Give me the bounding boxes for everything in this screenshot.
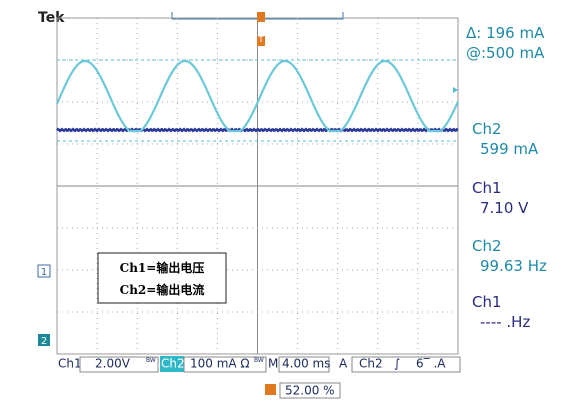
readout: Ch2	[472, 120, 502, 138]
a-label: A	[339, 357, 348, 371]
readout: 99.63 Hz	[480, 257, 547, 275]
legend-box	[97, 252, 227, 304]
brand: Tek	[38, 10, 65, 26]
field-box	[183, 356, 267, 373]
readout: @:500 mA	[466, 44, 545, 62]
trigger-label: T	[258, 35, 264, 44]
ch2-label: Ch2	[161, 357, 185, 371]
legend-entry: Ch2=输出电流	[120, 282, 205, 297]
trigger-marker	[257, 36, 265, 46]
ch2-highlight	[160, 356, 184, 372]
field-box	[278, 356, 330, 373]
readout: 7.10 V	[480, 199, 529, 217]
readout: ---- .Hz	[480, 313, 530, 331]
readout: Ch2	[472, 237, 502, 255]
m-label: M	[268, 357, 278, 371]
trigger-marker	[257, 12, 265, 22]
level-arrow	[453, 87, 458, 93]
ch1-marker	[37, 264, 51, 278]
ch1-trace	[56, 127, 459, 133]
bw-flag: BW	[146, 357, 156, 364]
trigger-icon	[265, 384, 276, 395]
trigger-source: Ch2	[359, 357, 383, 371]
timebase: 4.00 ms	[282, 357, 330, 371]
trigger-position: 52.00 %	[285, 384, 335, 398]
ch2-trace	[55, 59, 460, 133]
ch2-marker-label: 2	[41, 336, 47, 347]
bw-flag: BW	[254, 357, 264, 364]
ch1-scale: 2.00V	[95, 357, 131, 371]
trigger-slope: ∫	[394, 357, 400, 371]
trigger-level: 6‾ .A	[416, 357, 446, 371]
readout: 599 mA	[480, 140, 539, 158]
legend-entry: Ch1=输出电压	[120, 260, 205, 275]
field-box	[351, 356, 461, 373]
ch1-marker-label: 1	[41, 267, 47, 278]
readout: Δ: 196 mA	[466, 24, 545, 42]
field-box	[279, 382, 341, 399]
readout: Ch1	[472, 179, 502, 197]
readout: Ch1	[472, 293, 502, 311]
ch1-label: Ch1	[58, 357, 82, 371]
ch2-scale: 100 mA Ω	[190, 357, 250, 371]
ch2-marker	[38, 334, 50, 346]
field-box	[79, 356, 159, 373]
